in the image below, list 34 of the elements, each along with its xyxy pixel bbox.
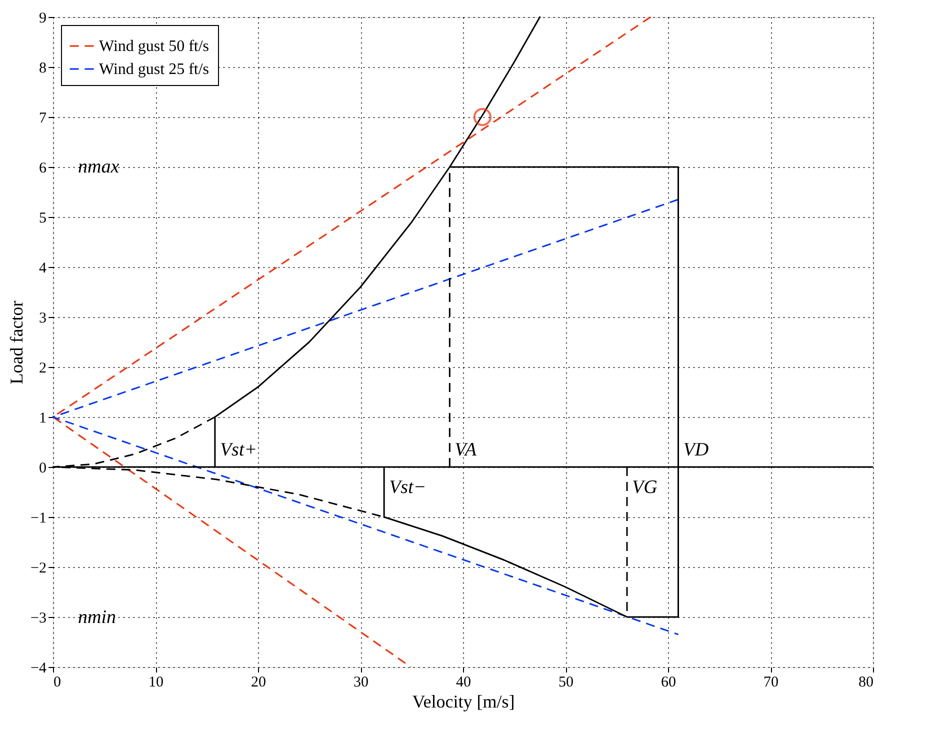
annotation: VG [632,477,658,498]
annotation: VD [683,440,709,460]
y-tick-label: −4 [30,660,47,676]
y-tick-label: 1 [39,410,46,426]
y-tick-label: 4 [39,260,47,276]
y-tick-label: 0 [39,460,46,476]
y-tick-label: 3 [39,310,46,326]
x-tick-label: 40 [456,674,471,690]
x-tick-label: 30 [354,674,368,690]
y-tick-label: 6 [39,160,47,176]
annotation: nmin [78,606,116,628]
y-tick-label: 7 [39,110,47,126]
x-tick-label: 70 [764,674,778,690]
annotation: Vst− [389,477,426,498]
y-tick-label: −3 [30,610,46,626]
y-axis-title: Load factor [6,300,27,384]
annotation: Vst+ [220,440,258,460]
x-tick-label: 50 [558,674,574,690]
annotation: nmax [78,156,120,178]
x-axis-title: Velocity [m/s] [412,692,515,712]
y-tick-label: 2 [39,360,46,376]
legend-label: Wind gust 50 ft/s [99,38,210,55]
x-tick-label: 60 [661,674,676,690]
x-tick-label: 80 [858,674,874,690]
x-tick-label: 0 [54,674,61,690]
y-tick-label: 8 [39,60,46,76]
y-tick-label: 9 [39,10,46,26]
y-tick-label: −2 [30,560,46,576]
y-tick-label: −1 [30,510,46,526]
x-tick-label: 10 [148,674,164,690]
annotation: VA [454,440,477,460]
legend-label: Wind gust 25 ft/s [99,61,210,78]
x-tick-label: 20 [251,674,266,690]
y-tick-label: 5 [39,210,46,226]
